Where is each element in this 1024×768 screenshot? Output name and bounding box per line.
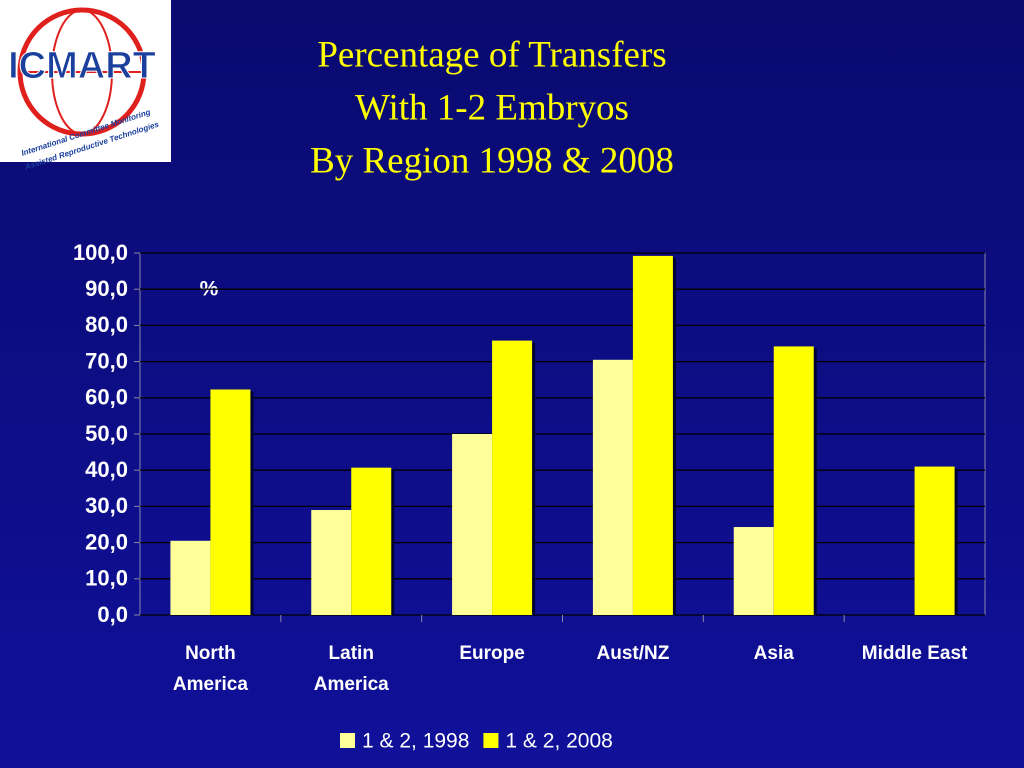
chart-title: With 1-2 Embryos <box>355 87 629 128</box>
y-tick-label: 70,0 <box>85 348 128 373</box>
logo-name: ICMART <box>8 45 156 87</box>
legend-label: 1 & 2, 1998 <box>362 730 469 753</box>
legend-swatch <box>483 733 499 748</box>
bar <box>351 467 392 615</box>
x-tick-label: Aust/NZ <box>597 643 670 664</box>
bar <box>733 527 774 615</box>
bar <box>492 340 533 615</box>
bar <box>914 466 955 615</box>
bar <box>170 540 211 615</box>
x-tick-label: Middle East <box>862 643 968 664</box>
bar <box>773 346 814 615</box>
y-tick-label: 60,0 <box>85 385 128 410</box>
x-tick-label: Latin <box>329 643 374 664</box>
x-tick-label: Asia <box>754 643 795 664</box>
bar <box>452 434 493 615</box>
y-tick-label: 0,0 <box>97 602 128 627</box>
x-tick-label: America <box>173 674 248 695</box>
logo: ICMART International Committee Monitorin… <box>0 0 171 172</box>
y-tick-label: 50,0 <box>85 421 128 446</box>
bar <box>592 359 633 615</box>
x-tick-label: North <box>185 643 236 664</box>
bar <box>210 389 251 615</box>
y-tick-label: 40,0 <box>85 457 128 482</box>
bar <box>311 510 352 615</box>
chart-title: By Region 1998 & 2008 <box>310 140 674 181</box>
x-tick-label: America <box>314 674 389 695</box>
y-tick-label: 100,0 <box>73 240 128 265</box>
x-tick-label: Europe <box>459 643 524 664</box>
bar <box>632 255 673 615</box>
y-tick-label: 10,0 <box>85 566 128 591</box>
y-tick-label: 20,0 <box>85 529 128 554</box>
y-tick-label: 90,0 <box>85 276 128 301</box>
y-tick-label: 80,0 <box>85 312 128 337</box>
y-tick-label: 30,0 <box>85 493 128 518</box>
legend-label: 1 & 2, 2008 <box>505 730 612 753</box>
chart-title: Percentage of Transfers <box>317 34 666 75</box>
legend-swatch <box>340 733 355 748</box>
